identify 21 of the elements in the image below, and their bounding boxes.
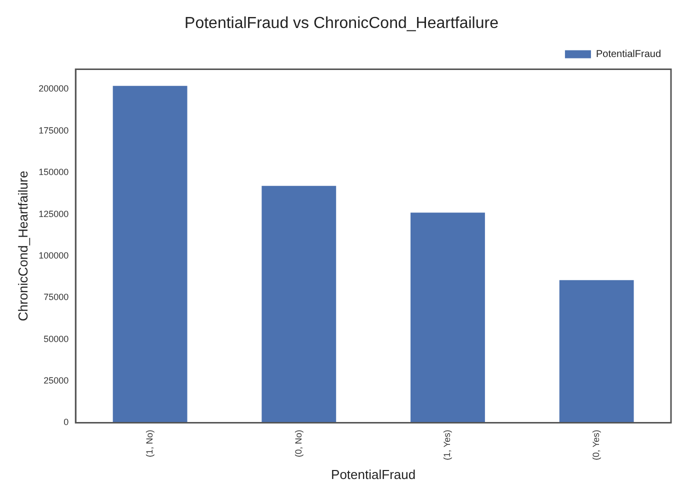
bar — [559, 280, 634, 423]
y-tick-label: 150000 — [38, 167, 69, 178]
y-tick-label: 75000 — [44, 292, 69, 302]
bar — [112, 86, 188, 423]
x-tick-label: (1, Yes) — [442, 430, 452, 460]
bar — [410, 212, 485, 423]
y-tick-label: 50000 — [44, 334, 69, 344]
y-tick-label: 25000 — [44, 376, 69, 386]
y-tick-label: 100000 — [38, 250, 69, 260]
x-tick-label: (1, No) — [144, 430, 155, 458]
y-tick-label: 175000 — [38, 125, 69, 136]
x-tick-label: (0, No) — [293, 430, 304, 458]
y-tick-label: 0 — [64, 417, 69, 428]
x-tick-label: (0, Yes) — [591, 430, 602, 460]
bar — [262, 186, 336, 423]
y-tick-label: 200000 — [38, 84, 69, 94]
x-axis-title: PotentialFraud — [331, 466, 416, 482]
legend-label: PotentialFraud — [596, 48, 662, 60]
y-axis-title: ChronicCond_Heartfailure — [15, 170, 30, 322]
chart-title: PotentialFraud vs ChronicCond_Heartfailure — [184, 15, 499, 32]
y-tick-label: 125000 — [38, 208, 69, 219]
